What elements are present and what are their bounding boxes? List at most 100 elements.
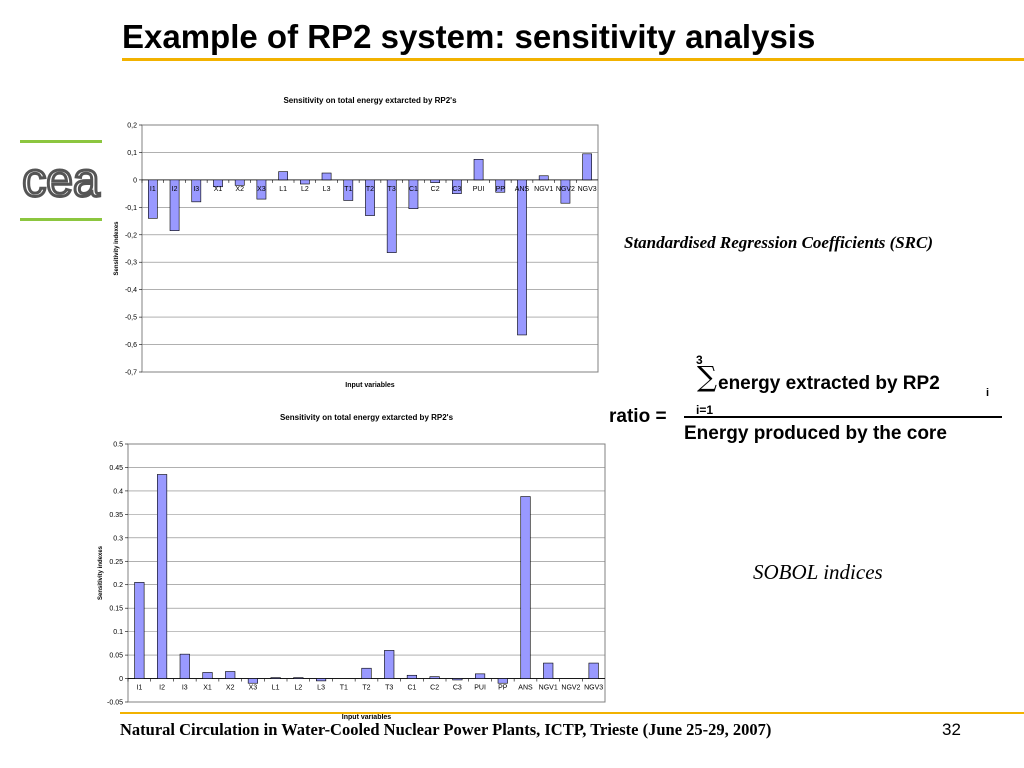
- plot-area: [127, 443, 606, 703]
- bar-i1: [134, 582, 145, 679]
- bar-c3: [451, 179, 462, 194]
- y-tick-label: -0,3: [125, 260, 137, 267]
- x-axis-label: Input variables: [342, 714, 392, 721]
- x-tick-label-c1: C1: [409, 186, 418, 193]
- x-tick-label-ans: ANS: [515, 186, 530, 193]
- y-tick-label: -0,1: [125, 205, 137, 212]
- bar-x3: [247, 678, 258, 684]
- x-tick-label-x1: X1: [203, 685, 212, 692]
- formula-denominator: Energy produced by the core: [684, 423, 947, 444]
- chart-title: Sensitivity on total energy extarcted by…: [280, 413, 454, 422]
- bar-ngv3: [588, 662, 599, 679]
- x-tick-label-ngv3: NGV3: [578, 186, 597, 193]
- bar-pui: [475, 673, 486, 679]
- y-tick-label: 0.45: [109, 465, 123, 472]
- bar-c2: [429, 676, 440, 679]
- x-tick-label-x2: X2: [226, 685, 235, 692]
- bar-l2: [299, 179, 310, 185]
- bar-pui: [473, 159, 484, 181]
- plot-area: [141, 124, 599, 373]
- x-tick-label-i3: I3: [182, 685, 188, 692]
- x-tick-label-x3: X3: [257, 186, 266, 193]
- bar-ngv1: [543, 662, 554, 679]
- bar-pp: [495, 179, 506, 193]
- x-tick-label-l3: L3: [317, 685, 325, 692]
- x-tick-label-ngv2: NGV2: [561, 685, 580, 692]
- bar-x2: [225, 671, 236, 679]
- x-tick-label-t1: T1: [344, 186, 352, 193]
- fraction-bar: [684, 416, 1002, 418]
- y-tick-label: -0,4: [125, 287, 137, 294]
- bar-x1: [202, 672, 213, 679]
- x-tick-label-l2: L2: [301, 186, 309, 193]
- y-tick-label: -0,2: [125, 232, 137, 239]
- x-tick-label-l1: L1: [279, 186, 287, 193]
- x-tick-label-x1: X1: [214, 186, 223, 193]
- bar-t3: [386, 179, 397, 253]
- bar-ngv1: [538, 175, 549, 181]
- x-tick-label-ngv2: NGV2: [556, 186, 575, 193]
- bar-l1: [270, 677, 281, 679]
- bar-t2: [365, 179, 375, 216]
- sobol-sensitivity-chart: Sensitivity on total energy extarcted by…: [98, 413, 606, 721]
- sum-upper-limit: 3: [696, 353, 703, 367]
- y-tick-label: -0,7: [125, 370, 137, 377]
- y-tick-label: 0,1: [127, 150, 137, 157]
- y-tick-label: 0.2: [113, 582, 123, 589]
- x-tick-label-l3: L3: [323, 186, 331, 193]
- y-tick-label: 0: [133, 177, 137, 184]
- y-tick-label: 0.25: [109, 559, 123, 566]
- bar-c1: [408, 179, 419, 210]
- x-tick-label-t2: T2: [366, 186, 374, 193]
- chart-title: Sensitivity on total energy extarcted by…: [283, 96, 457, 105]
- bar-x3: [256, 179, 267, 200]
- y-axis-label: Sensitivity indexes: [114, 221, 120, 276]
- x-tick-label-pui: PUI: [474, 685, 486, 692]
- bar-i3: [179, 653, 190, 679]
- sobol-label: SOBOL indices: [753, 560, 883, 584]
- bar-ans: [517, 179, 527, 336]
- logo-bottom-line: [20, 218, 102, 221]
- bar-t1: [343, 179, 354, 201]
- footer-rule: [120, 712, 1024, 714]
- y-tick-label: 0.1: [113, 629, 123, 636]
- logo-top-line: [20, 140, 102, 143]
- page-number: 32: [942, 720, 961, 739]
- x-tick-label-c2: C2: [430, 685, 439, 692]
- x-tick-label-t1: T1: [340, 685, 348, 692]
- bar-ans: [520, 496, 531, 679]
- bar-i1: [147, 179, 158, 219]
- x-tick-label-t3: T3: [385, 685, 393, 692]
- cea-logo: cea: [20, 140, 102, 222]
- y-tick-label: 0.4: [113, 488, 123, 495]
- bar-c3: [452, 678, 463, 681]
- bar-t2: [361, 667, 372, 679]
- sum-lower-limit: i=1: [696, 403, 714, 417]
- x-tick-label-t3: T3: [388, 186, 396, 193]
- src-label: Standardised Regression Coefficients (SR…: [624, 233, 934, 252]
- bar-t3: [384, 650, 395, 679]
- x-tick-label-pp: PP: [496, 186, 506, 193]
- bar-l3: [321, 172, 332, 181]
- cea-logo-mark: cea: [21, 153, 102, 209]
- formula-lhs: ratio =: [609, 406, 667, 427]
- y-tick-label: -0.05: [107, 700, 123, 707]
- x-tick-label-l1: L1: [272, 685, 280, 692]
- x-tick-label-pp: PP: [498, 685, 508, 692]
- y-tick-label: 0.5: [113, 442, 123, 449]
- bar-l1: [278, 171, 289, 181]
- y-tick-label: -0,5: [125, 315, 137, 322]
- bar-pp: [497, 678, 508, 684]
- x-tick-label-x2: X2: [235, 186, 244, 193]
- x-tick-label-x3: X3: [249, 685, 258, 692]
- bar-l2: [293, 677, 304, 679]
- y-tick-label: 0.3: [113, 535, 123, 542]
- x-tick-label-i1: I1: [150, 186, 156, 193]
- x-tick-label-c1: C1: [407, 685, 416, 692]
- x-tick-label-ans: ANS: [518, 685, 533, 692]
- x-tick-label-l2: L2: [294, 685, 302, 692]
- x-tick-label-c3: C3: [453, 685, 462, 692]
- title-underline: [122, 58, 1024, 61]
- bar-c2: [430, 179, 441, 183]
- y-tick-label: 0,2: [127, 123, 137, 130]
